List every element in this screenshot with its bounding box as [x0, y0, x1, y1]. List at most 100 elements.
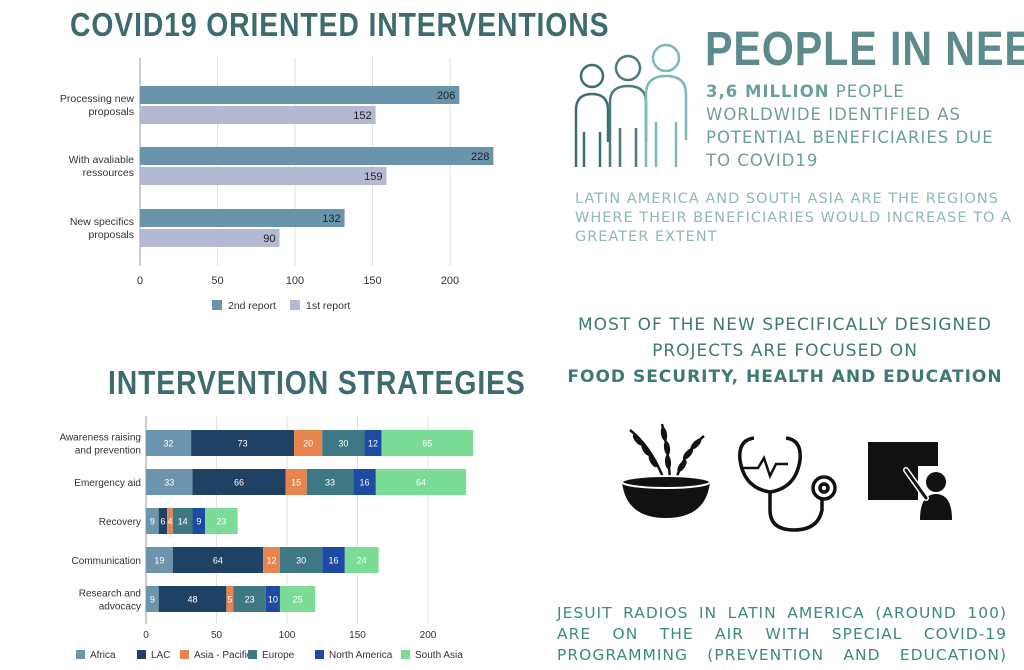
data-label: 30 [296, 556, 306, 566]
data-label: 152 [353, 110, 371, 122]
bar-segment [344, 547, 379, 573]
bar-segment [294, 430, 323, 456]
projects-text: MOST OF THE NEW SPECIFICALLY DESIGNED PR… [560, 312, 1010, 390]
data-label: 19 [154, 556, 164, 566]
data-label: 90 [263, 233, 275, 245]
x-tick-label: 150 [363, 275, 381, 287]
x-tick-label: 50 [211, 630, 223, 641]
data-label: 64 [416, 478, 426, 488]
radios-text: JESUIT RADIOS IN LATIN AMERICA (AROUND 1… [557, 604, 1007, 664]
bar-segment [146, 547, 173, 573]
x-tick-label: 50 [211, 275, 223, 287]
bar-segment [205, 508, 238, 534]
data-label: 48 [188, 595, 198, 605]
data-label: 14 [178, 517, 188, 527]
x-tick-label: 100 [279, 630, 296, 641]
x-tick-label: 200 [441, 275, 459, 287]
data-label: 33 [164, 478, 174, 488]
category-label: proposals [88, 229, 134, 241]
category-label: Processing new [60, 93, 135, 105]
bar-segment [226, 586, 234, 612]
intervention-strategies-title: INTERVENTION STRATEGIES [108, 364, 526, 401]
data-label: 4 [167, 517, 172, 527]
data-label: 32 [164, 439, 174, 449]
data-label: 66 [234, 478, 244, 488]
bar-segment [158, 586, 227, 612]
data-label: 9 [196, 517, 201, 527]
data-label: 9 [150, 517, 155, 527]
data-label: 159 [364, 171, 382, 183]
bar-segment [233, 586, 266, 612]
category-label: Recovery [99, 517, 141, 528]
data-label: 6 [160, 517, 165, 527]
data-label: 25 [293, 595, 303, 605]
bar-segment [375, 469, 467, 495]
covid-interventions-title: COVID19 ORIENTED INTERVENTIONS [70, 6, 610, 43]
bar-segment [322, 547, 345, 573]
x-tick-label: 0 [143, 630, 149, 641]
bar-segment [279, 586, 316, 612]
stethoscope-icon [738, 436, 837, 532]
bar [140, 229, 280, 247]
data-label: 16 [329, 556, 339, 566]
bar-segment [167, 508, 173, 534]
category-label: advocacy [99, 602, 141, 613]
bar-segment [192, 508, 206, 534]
legend-swatch [401, 650, 410, 659]
data-label: 73 [238, 439, 248, 449]
people-in-need-title: PEOPLE IN NEED [705, 23, 1024, 76]
legend-swatch [137, 650, 146, 659]
data-label: 64 [213, 556, 223, 566]
bar-segment [265, 586, 280, 612]
legend-swatch [248, 650, 257, 659]
category-label: Research and [79, 589, 141, 600]
legend-swatch [290, 300, 300, 310]
bar-segment [172, 547, 264, 573]
bar-segment [146, 508, 159, 534]
data-label: 24 [357, 556, 367, 566]
bar-segment [322, 430, 365, 456]
data-label: 12 [368, 439, 378, 449]
bar-segment [353, 469, 376, 495]
teacher-board-icon [868, 442, 952, 520]
data-label: 23 [245, 595, 255, 605]
category-label: New specifics [70, 216, 134, 228]
bar-segment [381, 430, 474, 456]
data-label: 20 [303, 439, 313, 449]
legend-label: 2nd report [228, 300, 276, 312]
regions-text: LATIN AMERICA AND SOUTH ASIA ARE THE REG… [575, 191, 1012, 245]
legend-label: Africa [90, 650, 116, 661]
legend-label: 1st report [306, 300, 350, 312]
data-label: 15 [291, 478, 301, 488]
category-label: Awareness raising [59, 433, 141, 444]
bar [140, 106, 376, 124]
bar-segment [192, 469, 286, 495]
category-label: and prevention [75, 446, 141, 457]
data-label: 5 [227, 595, 232, 605]
legend-label: North America [329, 650, 393, 661]
bar-segment [306, 469, 354, 495]
bar [140, 209, 345, 227]
bar-segment [279, 547, 323, 573]
category-label: ressources [83, 167, 134, 179]
data-label: 23 [216, 517, 226, 527]
bar-segment [263, 547, 280, 573]
x-tick-label: 150 [349, 630, 366, 641]
x-tick-label: 0 [137, 275, 143, 287]
data-label: 206 [437, 90, 455, 102]
legend-swatch [76, 650, 85, 659]
people-rest: PEOPLE WORLDWIDE IDENTIFIED AS POTENTIAL… [706, 82, 994, 170]
data-label: 10 [268, 595, 278, 605]
data-label: 228 [471, 151, 489, 163]
data-label: 12 [266, 556, 276, 566]
category-label: Emergency aid [74, 478, 141, 489]
data-label: 65 [422, 439, 432, 449]
data-label: 16 [360, 478, 370, 488]
bar-segment [364, 430, 382, 456]
legend-label: Europe [262, 650, 295, 661]
bar [140, 147, 494, 165]
bar-segment [146, 469, 193, 495]
legend-swatch [212, 300, 222, 310]
category-label: With avaliable [69, 154, 135, 166]
